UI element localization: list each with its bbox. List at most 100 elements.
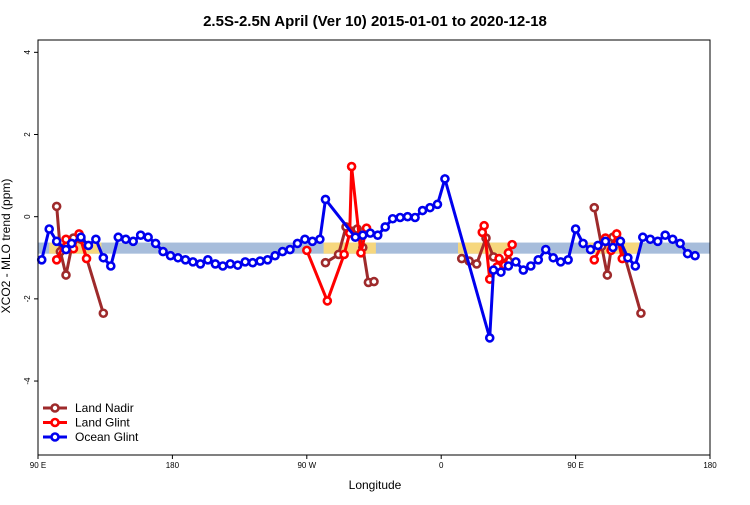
land-nadir-point-20 bbox=[589, 202, 600, 213]
ocean-glint-point-78 bbox=[675, 238, 685, 249]
ocean-glint-point-6 bbox=[83, 240, 94, 251]
y-axis-label: XCO2 - MLO trend (ppm) bbox=[0, 179, 13, 314]
ocean-glint-point-17 bbox=[165, 250, 176, 261]
x-tick-label-1: 180 bbox=[166, 461, 180, 470]
ocean-glint-point-24 bbox=[218, 261, 228, 271]
land-glint-point-4 bbox=[81, 253, 92, 264]
ocean-glint-point-70 bbox=[615, 236, 626, 247]
x-tick-label-3: 0 bbox=[439, 461, 444, 470]
land-glint-point-0 bbox=[51, 255, 62, 265]
ocean-glint-point-10 bbox=[113, 232, 124, 243]
ocean-glint-point-22 bbox=[203, 255, 213, 265]
ocean-glint-point-75 bbox=[652, 236, 663, 247]
ocean-glint-point-42 bbox=[372, 230, 383, 240]
ocean-glint-point-80 bbox=[690, 250, 700, 261]
land-nadir-point-25 bbox=[636, 308, 646, 319]
land-nadir-line-0 bbox=[55, 206, 105, 314]
ocean-glint-point-71 bbox=[623, 252, 633, 263]
ocean-glint-point-63 bbox=[563, 255, 573, 265]
x-tick-label-4: 90 E bbox=[567, 461, 583, 470]
ocean-glint-point-11 bbox=[120, 234, 131, 245]
ocean-glint-point-3 bbox=[61, 244, 71, 255]
ocean-glint-point-4 bbox=[66, 238, 77, 249]
ocean-glint-point-69 bbox=[608, 242, 618, 253]
land-glint-point-19 bbox=[507, 239, 517, 250]
legend-land-glint-marker bbox=[50, 417, 60, 428]
ocean-glint-point-37 bbox=[315, 234, 325, 245]
ocean-glint-point-73 bbox=[637, 232, 648, 243]
ocean-glint-point-60 bbox=[540, 244, 551, 255]
legend-land-glint-label: Land Glint bbox=[75, 416, 130, 430]
ocean-glint-point-59 bbox=[533, 255, 544, 265]
land-glint-point-7 bbox=[339, 249, 349, 260]
ocean-glint-point-58 bbox=[525, 261, 536, 271]
x-axis-label: Longitude bbox=[349, 478, 402, 492]
ocean-glint-point-0 bbox=[36, 255, 47, 265]
land-nadir-point-5 bbox=[98, 308, 109, 319]
legend-ocean-glint-marker bbox=[50, 432, 60, 442]
ocean-glint-point-66 bbox=[585, 244, 596, 255]
series-layer bbox=[36, 161, 700, 343]
land-nadir-point-0 bbox=[51, 201, 62, 212]
ocean-glint-point-27 bbox=[240, 257, 250, 267]
ocean-glint-point-67 bbox=[593, 240, 603, 251]
ocean-glint-point-14 bbox=[143, 232, 153, 243]
land-glint-point-16 bbox=[494, 253, 504, 264]
ocean-glint-point-79 bbox=[682, 248, 693, 259]
land-nadir-point-2 bbox=[61, 270, 71, 280]
ocean-glint-point-28 bbox=[247, 257, 258, 268]
ocean-glint-point-5 bbox=[76, 232, 86, 243]
ocean-glint-point-74 bbox=[645, 234, 656, 245]
y-tick-label-2: 0 bbox=[23, 214, 32, 219]
x-tick-label-0: 90 E bbox=[30, 461, 46, 470]
ocean-glint-point-46 bbox=[402, 211, 413, 222]
ocean-glint-point-39 bbox=[350, 232, 361, 243]
ocean-glint-point-64 bbox=[570, 224, 581, 234]
ocean-glint-point-18 bbox=[173, 252, 183, 263]
ocean-glint-point-45 bbox=[395, 212, 405, 223]
ocean-glint-point-1 bbox=[44, 224, 55, 234]
legend-land-nadir-label: Land Nadir bbox=[75, 401, 134, 415]
ocean-glint-point-9 bbox=[106, 261, 116, 271]
plot-frame bbox=[37, 39, 711, 456]
ocean-glint-point-40 bbox=[357, 230, 368, 240]
ocean-glint-point-51 bbox=[440, 174, 450, 184]
ocean-glint-point-49 bbox=[425, 202, 435, 213]
ocean-glint-point-77 bbox=[667, 234, 678, 245]
ocean-glint-point-2 bbox=[51, 236, 62, 247]
land-glint-point-18 bbox=[503, 248, 514, 258]
ocean-glint-point-32 bbox=[277, 246, 288, 257]
ocean-glint-point-20 bbox=[188, 257, 198, 267]
chart-title: 2.5S-2.5N April (Ver 10) 2015-01-01 to 2… bbox=[203, 13, 547, 30]
land-nadir-point-15 bbox=[471, 259, 482, 269]
ocean-glint-point-47 bbox=[410, 212, 420, 223]
land-nadir-line-3 bbox=[592, 207, 643, 314]
ocean-glint-point-7 bbox=[91, 234, 101, 245]
ocean-glint-point-72 bbox=[630, 261, 641, 271]
land-nadir-point-6 bbox=[320, 257, 331, 268]
ocean-glint-point-65 bbox=[578, 238, 588, 249]
ocean-glint-point-43 bbox=[380, 222, 391, 232]
ocean-glint-point-55 bbox=[503, 261, 514, 271]
ocean-glint-point-61 bbox=[548, 252, 559, 263]
ocean-glint-point-38 bbox=[320, 194, 331, 205]
y-tick-label-0: -4 bbox=[23, 377, 32, 385]
ocean-glint-point-21 bbox=[195, 259, 206, 269]
ocean-glint-point-57 bbox=[518, 265, 529, 275]
ocean-glint-point-33 bbox=[285, 244, 295, 255]
ocean-glint-series bbox=[36, 173, 700, 343]
ocean-glint-point-12 bbox=[128, 236, 138, 247]
land-glint-point-23 bbox=[611, 229, 622, 239]
land-nadir-point-13 bbox=[456, 253, 467, 264]
ocean-glint-point-62 bbox=[555, 257, 566, 267]
ocean-glint-point-41 bbox=[365, 228, 376, 238]
legend-ocean-glint-label: Ocean Glint bbox=[75, 430, 139, 444]
land-glint-point-6 bbox=[322, 296, 333, 306]
ocean-glint-point-31 bbox=[270, 250, 280, 261]
x-tick-label-5: 180 bbox=[703, 461, 717, 470]
y-tick-label-4: 4 bbox=[23, 50, 32, 55]
land-nadir-point-22 bbox=[602, 270, 613, 280]
